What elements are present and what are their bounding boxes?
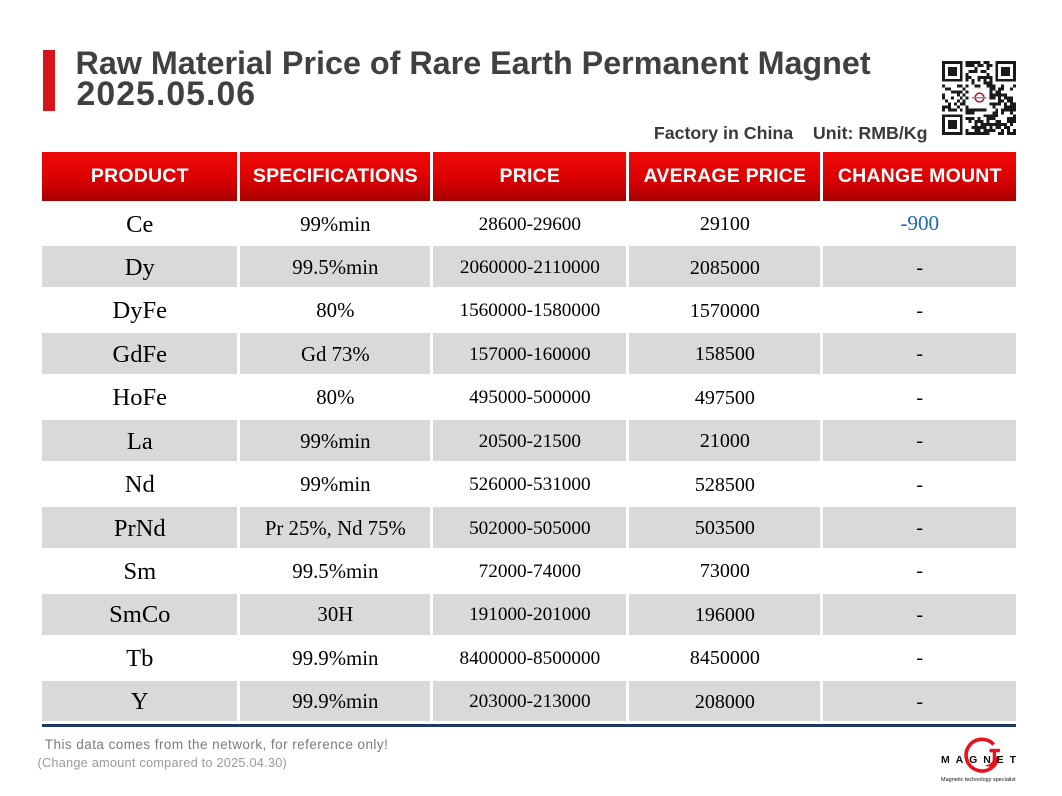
svg-text:MAGNET: MAGNET (941, 754, 1022, 766)
svg-text:Magnetic technology specialist: Magnetic technology specialist (941, 777, 1016, 783)
